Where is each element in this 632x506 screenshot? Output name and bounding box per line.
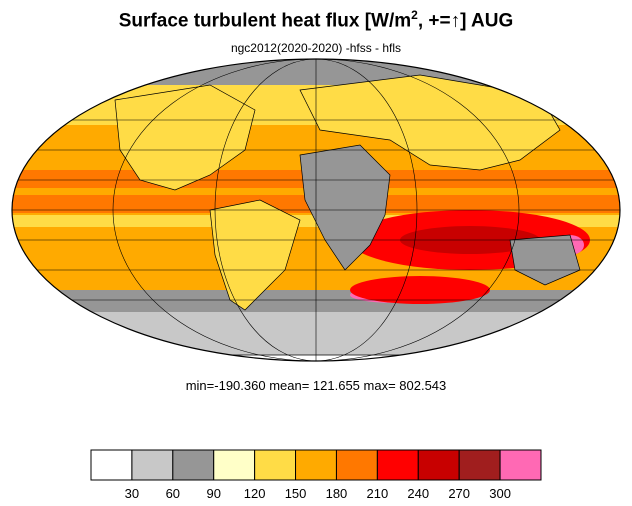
colorbar-tick-label: 30 (125, 486, 139, 501)
stats-line: min=-190.360 mean= 121.655 max= 802.543 (185, 378, 447, 393)
colorbar-tick-label: 150 (285, 486, 307, 501)
colorbar-box (90, 449, 133, 481)
colorbar-box (295, 449, 337, 481)
eurasia (299, 74, 561, 171)
title-superscript: 2 (411, 8, 418, 22)
colorbar-box (499, 449, 542, 481)
colorbar-tick-label: 210 (367, 486, 389, 501)
colorbar-box (335, 449, 378, 481)
map-border (11, 58, 621, 362)
colorbar-box (417, 449, 460, 481)
colorbar-tick-label: 60 (166, 486, 180, 501)
plot-subtitle: ngc2012(2020-2020) -hfss - hfls (230, 41, 402, 55)
colorbar-tick-label: 240 (407, 486, 429, 501)
colorbar-tick-label: 90 (206, 486, 220, 501)
south-america (209, 199, 301, 311)
australia (509, 234, 581, 286)
colorbar-tick-label: 180 (326, 486, 348, 501)
colorbar-tick-label: 270 (448, 486, 470, 501)
colorbar-box (376, 449, 419, 481)
colorbar-box (131, 449, 174, 481)
graticule (12, 59, 620, 361)
colorbar-tick-label: 300 (489, 486, 511, 501)
title-main: Surface turbulent heat flux [W/m (118, 10, 412, 32)
plot-title: Surface turbulent heat flux [W/m2, +=↑] … (0, 8, 632, 32)
colorbar-box (213, 449, 256, 481)
title-tail: , +=↑] AUG (417, 10, 514, 32)
colorbar-box (458, 449, 501, 481)
colorbar-box (254, 449, 297, 481)
colorbar-tick-label: 120 (244, 486, 266, 501)
south-indian-maximum (350, 276, 490, 304)
africa (299, 144, 391, 271)
colorbar-box (172, 449, 215, 481)
